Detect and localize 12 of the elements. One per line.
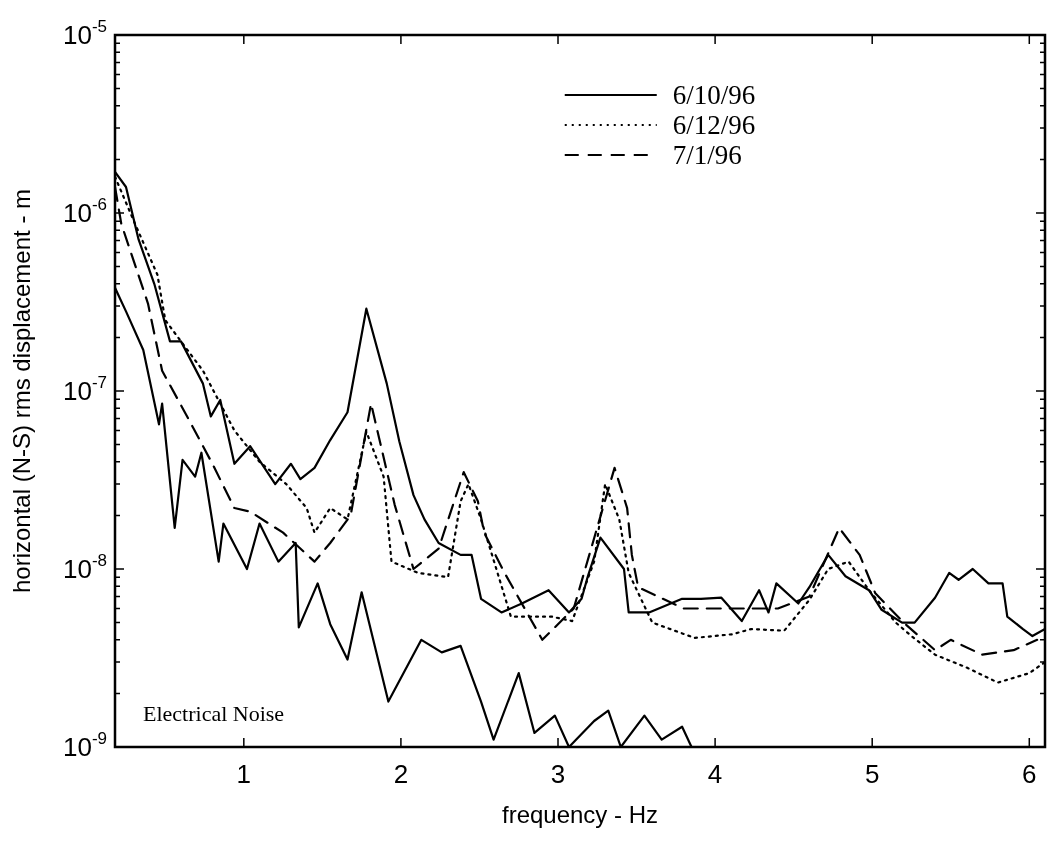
x-tick-label: 2 bbox=[393, 759, 409, 789]
annotation: Electrical Noise bbox=[143, 701, 285, 726]
legend-label: 6/12/96 bbox=[672, 110, 756, 140]
x-tick-label: 1 bbox=[236, 759, 252, 789]
x-tick-label: 5 bbox=[864, 759, 880, 789]
legend-label: 7/1/96 bbox=[672, 140, 742, 170]
x-axis-title: frequency - Hz bbox=[501, 801, 659, 828]
x-tick-label: 6 bbox=[1022, 759, 1037, 789]
legend-label: 6/10/96 bbox=[672, 80, 756, 110]
y-axis-title: horizontal (N-S) rms displacement - m bbox=[8, 188, 35, 594]
x-tick-label: 4 bbox=[707, 759, 723, 789]
x-tick-label: 3 bbox=[550, 759, 566, 789]
